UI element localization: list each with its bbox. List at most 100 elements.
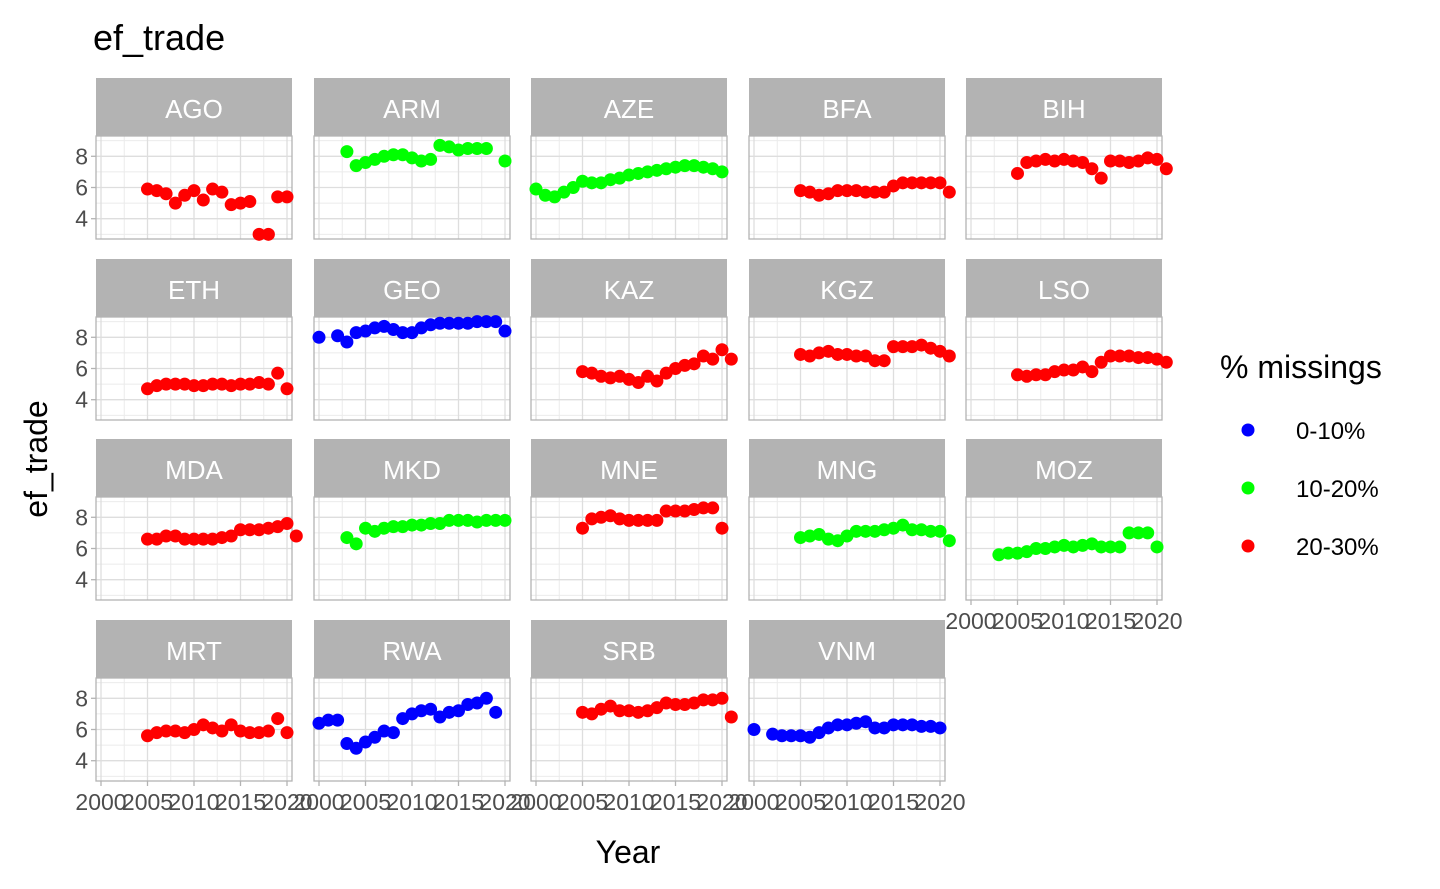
data-point (706, 352, 720, 366)
panel-eth: ETH 4 6 8 (75, 259, 294, 421)
strip-rwa (314, 620, 510, 678)
strip-label-geo: GEO (383, 275, 441, 305)
strip-label-bfa: BFA (822, 94, 872, 124)
data-point (724, 352, 738, 366)
legend: % missings 0-10% 10-20% 20-30% (1220, 349, 1382, 561)
data-point (368, 730, 382, 744)
strip-kgz (749, 259, 945, 317)
data-point (479, 141, 493, 155)
data-point (1094, 540, 1108, 554)
data-point (349, 537, 363, 551)
panel-bih: BIH (965, 78, 1173, 240)
data-point (831, 718, 845, 732)
data-point (433, 316, 447, 330)
y-tick-label: 6 (75, 536, 88, 562)
data-point (271, 190, 285, 204)
data-point (724, 710, 738, 724)
data-point (168, 196, 182, 210)
data-point (914, 176, 928, 190)
panel-kaz: KAZ (530, 259, 738, 421)
data-point (1029, 542, 1043, 555)
strip-geo (314, 259, 510, 317)
data-point (868, 354, 882, 368)
x-tick-label: 2015 (215, 789, 266, 815)
data-point (196, 193, 210, 207)
data-point (775, 729, 789, 743)
panel-geo: GEO (312, 259, 512, 421)
legend-key-10-20pct (1241, 481, 1255, 495)
data-point (470, 141, 484, 155)
data-point (442, 513, 456, 527)
data-point (622, 513, 636, 527)
data-point (331, 329, 345, 343)
data-point (187, 184, 201, 198)
panel-border (530, 496, 728, 601)
panel-border (313, 496, 511, 601)
data-point (1029, 368, 1043, 382)
strip-mne (531, 439, 727, 497)
x-tick-label: 2000 (510, 789, 561, 815)
data-point (271, 712, 285, 726)
data-point (280, 726, 294, 740)
data-point (859, 524, 873, 538)
data-point (479, 691, 493, 705)
legend-title: % missings (1220, 349, 1382, 385)
data-point (178, 532, 192, 546)
data-point (641, 513, 655, 527)
strip-bfa (749, 78, 945, 136)
panel-lso: LSO (965, 259, 1173, 421)
data-point (331, 713, 345, 727)
strip-label-mkd: MKD (383, 455, 441, 485)
data-point (321, 713, 335, 727)
data-point (905, 523, 919, 537)
strip-label-kaz: KAZ (604, 275, 655, 305)
x-tick-label: 2000 (75, 789, 126, 815)
data-point (479, 513, 493, 527)
data-point (396, 326, 410, 340)
data-point (271, 366, 285, 380)
data-point (1104, 540, 1117, 554)
x-tick-label: 2020 (914, 789, 965, 815)
data-point (687, 357, 701, 371)
facet-panels: AGO 4 6 8 ARM AZE BFA BIH ETH 4 6 8 GEO KAZ KGZ LSO MDA 4… (75, 78, 1183, 815)
panel-aze: AZE (529, 78, 729, 240)
data-point (234, 523, 247, 537)
data-point (452, 316, 465, 330)
data-point (234, 377, 247, 391)
data-point (215, 185, 229, 199)
data-point (243, 726, 257, 740)
data-point (252, 227, 266, 241)
panel-kgz: KGZ (748, 259, 956, 421)
x-tick-label: 2020 (261, 789, 312, 815)
data-point (1131, 351, 1145, 365)
data-point (650, 374, 664, 388)
data-point (280, 382, 294, 396)
data-point (650, 513, 664, 527)
data-point (1094, 171, 1108, 185)
strip-label-aze: AZE (604, 94, 655, 124)
data-point (631, 376, 645, 390)
data-point (942, 349, 956, 363)
panel-arm: ARM (313, 78, 512, 240)
data-point (452, 704, 465, 718)
strip-label-bih: BIH (1042, 94, 1085, 124)
data-point (566, 181, 580, 194)
data-point (784, 729, 798, 743)
data-point (840, 184, 854, 198)
data-point (678, 159, 692, 173)
data-point (1057, 363, 1071, 377)
data-point (849, 349, 863, 363)
strip-label-vnm: VNM (818, 636, 876, 666)
chart-title: ef_trade (93, 17, 225, 58)
panel-border (313, 135, 511, 240)
strip-label-moz: MOZ (1035, 455, 1093, 485)
x-tick-label: 2010 (168, 789, 219, 815)
y-tick-label: 4 (75, 387, 88, 413)
data-point (141, 532, 154, 546)
data-point (1113, 349, 1127, 363)
data-point (696, 501, 710, 515)
data-point (405, 518, 419, 532)
